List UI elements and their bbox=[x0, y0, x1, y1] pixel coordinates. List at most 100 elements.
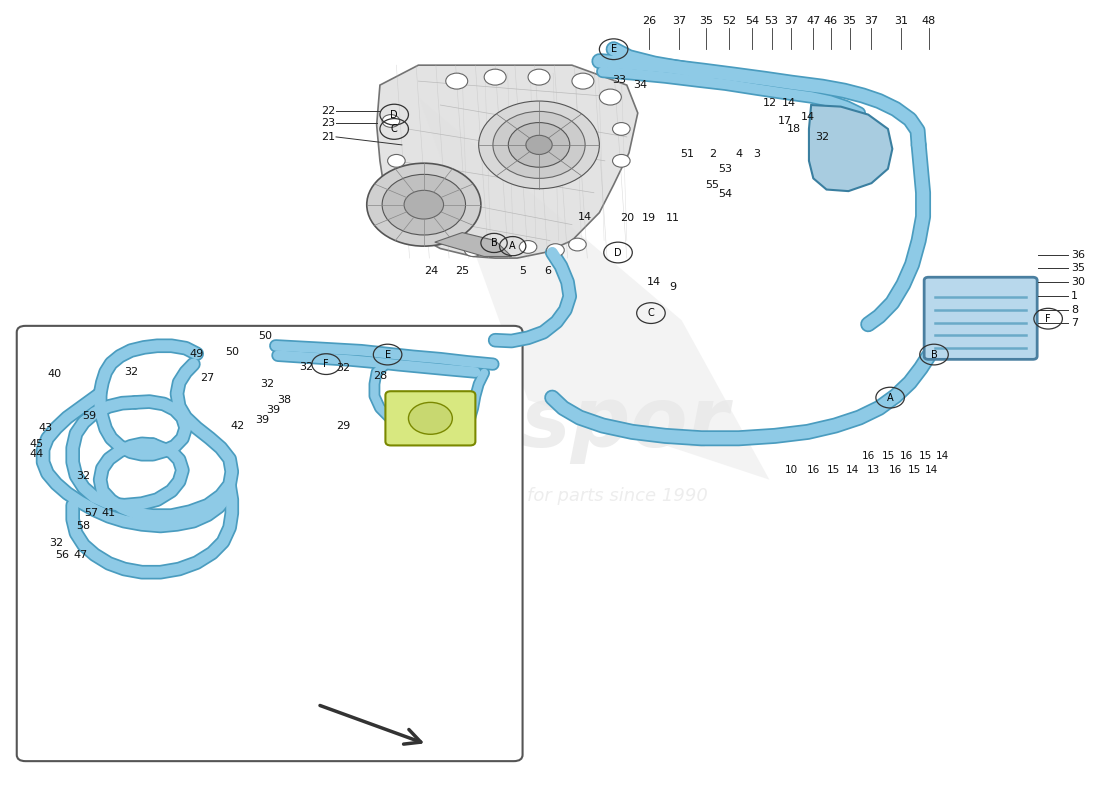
Circle shape bbox=[387, 154, 405, 167]
Text: B: B bbox=[491, 238, 497, 248]
Text: 57: 57 bbox=[85, 508, 98, 518]
Circle shape bbox=[526, 135, 552, 154]
Text: 32: 32 bbox=[815, 132, 829, 142]
Text: 32: 32 bbox=[77, 470, 90, 481]
Text: 37: 37 bbox=[672, 16, 686, 26]
Text: 59: 59 bbox=[82, 411, 96, 421]
Text: 4: 4 bbox=[735, 150, 743, 159]
Text: F: F bbox=[323, 359, 329, 369]
Text: 29: 29 bbox=[337, 421, 351, 430]
Text: C: C bbox=[390, 124, 397, 134]
Text: 28: 28 bbox=[373, 371, 387, 381]
Text: 31: 31 bbox=[894, 16, 909, 26]
Text: 55: 55 bbox=[705, 180, 719, 190]
Text: 15: 15 bbox=[881, 451, 894, 461]
Circle shape bbox=[569, 238, 586, 251]
Text: 32: 32 bbox=[299, 362, 314, 371]
Circle shape bbox=[484, 69, 506, 85]
Text: 14: 14 bbox=[925, 465, 938, 475]
Text: E: E bbox=[610, 44, 617, 54]
Circle shape bbox=[382, 114, 399, 127]
Text: 37: 37 bbox=[784, 16, 799, 26]
Text: 25: 25 bbox=[455, 266, 470, 276]
Circle shape bbox=[464, 244, 482, 257]
Text: 35: 35 bbox=[843, 16, 857, 26]
Text: 12: 12 bbox=[762, 98, 777, 109]
Text: 15: 15 bbox=[826, 465, 839, 475]
Text: 8: 8 bbox=[1071, 305, 1078, 315]
Text: A: A bbox=[509, 241, 516, 251]
Text: 15: 15 bbox=[918, 451, 932, 461]
Polygon shape bbox=[418, 97, 769, 480]
Text: 37: 37 bbox=[865, 16, 879, 26]
Text: 22: 22 bbox=[321, 106, 334, 116]
Text: 5: 5 bbox=[519, 266, 526, 276]
Text: 53: 53 bbox=[764, 16, 779, 26]
Text: F: F bbox=[1045, 314, 1050, 324]
Text: 27: 27 bbox=[200, 373, 214, 382]
Circle shape bbox=[508, 122, 570, 167]
Text: A: A bbox=[887, 393, 893, 402]
FancyBboxPatch shape bbox=[16, 326, 522, 761]
Text: 54: 54 bbox=[718, 190, 733, 199]
Polygon shape bbox=[434, 233, 512, 257]
Circle shape bbox=[572, 73, 594, 89]
Text: 14: 14 bbox=[647, 277, 661, 287]
Text: 44: 44 bbox=[30, 450, 44, 459]
Text: 32: 32 bbox=[50, 538, 64, 549]
Text: 32: 32 bbox=[260, 379, 274, 389]
Text: 15: 15 bbox=[908, 465, 921, 475]
Text: 35: 35 bbox=[1071, 263, 1086, 274]
Text: 14: 14 bbox=[846, 465, 859, 475]
FancyBboxPatch shape bbox=[385, 391, 475, 446]
Text: 1: 1 bbox=[1071, 291, 1078, 302]
Circle shape bbox=[446, 73, 468, 89]
Text: 49: 49 bbox=[189, 349, 204, 358]
Text: 16: 16 bbox=[889, 465, 902, 475]
Circle shape bbox=[519, 241, 537, 254]
Text: 6: 6 bbox=[544, 266, 551, 276]
Text: 21: 21 bbox=[321, 132, 334, 142]
Text: a passion for parts since 1990: a passion for parts since 1990 bbox=[436, 486, 708, 505]
Text: 41: 41 bbox=[102, 508, 116, 518]
Text: 50: 50 bbox=[224, 347, 239, 357]
Text: 20: 20 bbox=[619, 214, 634, 223]
Text: 32: 32 bbox=[337, 363, 351, 373]
Text: 30: 30 bbox=[1071, 277, 1086, 287]
Circle shape bbox=[404, 190, 443, 219]
Polygon shape bbox=[808, 105, 892, 191]
Text: 7: 7 bbox=[1071, 318, 1078, 329]
Text: 43: 43 bbox=[39, 423, 53, 433]
Text: 50: 50 bbox=[257, 331, 272, 342]
Text: 14: 14 bbox=[578, 212, 592, 222]
Text: 38: 38 bbox=[277, 395, 292, 405]
Text: C: C bbox=[648, 308, 654, 318]
Text: 2: 2 bbox=[708, 150, 716, 159]
Text: 17: 17 bbox=[778, 116, 792, 126]
Text: 33: 33 bbox=[612, 75, 626, 86]
Text: 14: 14 bbox=[801, 112, 815, 122]
Text: 35: 35 bbox=[698, 16, 713, 26]
Text: 9: 9 bbox=[669, 282, 676, 292]
Text: D: D bbox=[614, 247, 622, 258]
Text: 48: 48 bbox=[922, 16, 936, 26]
Polygon shape bbox=[376, 65, 638, 258]
Text: 40: 40 bbox=[47, 370, 62, 379]
Text: 46: 46 bbox=[824, 16, 838, 26]
Text: 14: 14 bbox=[936, 451, 949, 461]
Circle shape bbox=[478, 101, 600, 189]
Text: 56: 56 bbox=[55, 550, 68, 560]
Circle shape bbox=[382, 174, 465, 235]
Text: 45: 45 bbox=[30, 439, 44, 449]
Text: 34: 34 bbox=[632, 80, 647, 90]
Circle shape bbox=[547, 244, 564, 257]
Text: 54: 54 bbox=[745, 16, 759, 26]
Text: 19: 19 bbox=[641, 214, 656, 223]
Text: 26: 26 bbox=[641, 16, 656, 26]
Text: 23: 23 bbox=[321, 118, 334, 128]
Text: 42: 42 bbox=[230, 421, 244, 430]
Circle shape bbox=[600, 89, 621, 105]
Text: 14: 14 bbox=[782, 98, 796, 109]
Text: 51: 51 bbox=[680, 150, 694, 159]
Text: 16: 16 bbox=[861, 451, 875, 461]
